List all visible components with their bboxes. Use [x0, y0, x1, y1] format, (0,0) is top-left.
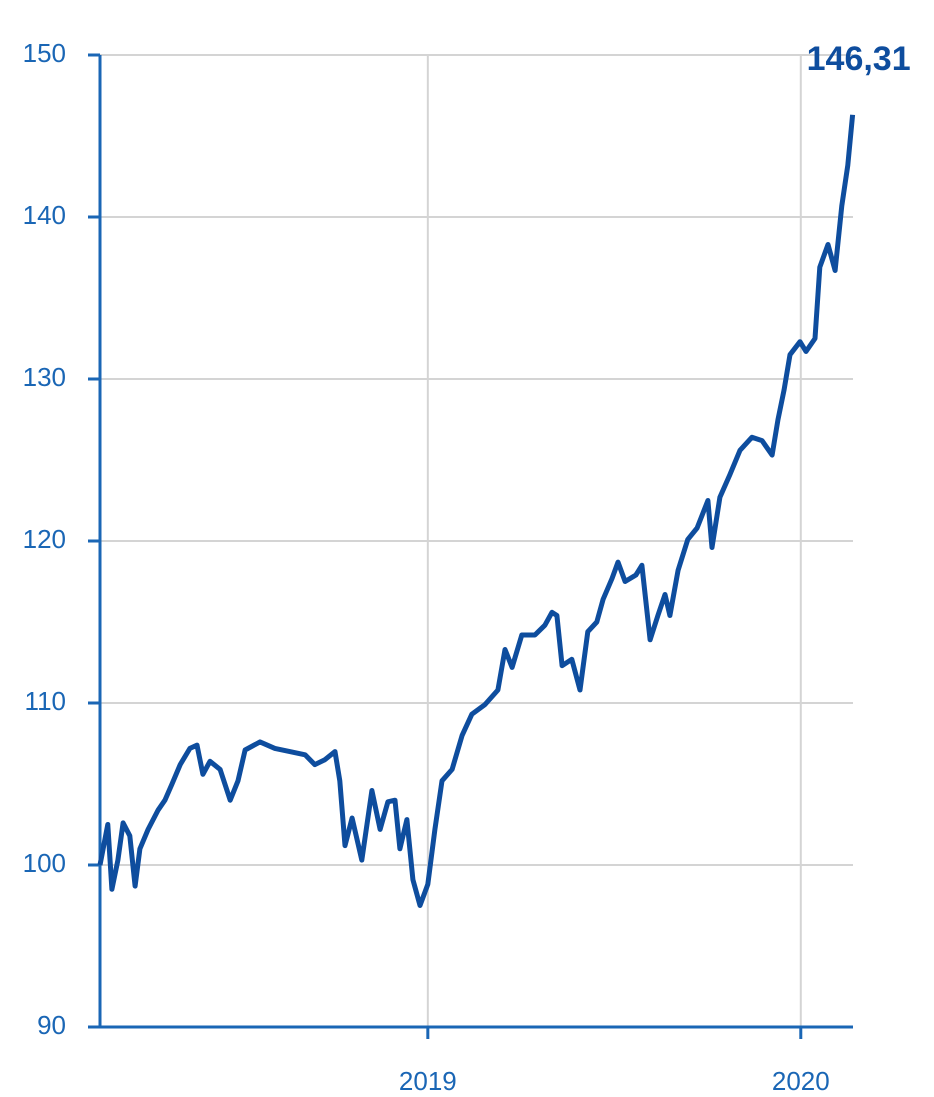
data-line [97, 114, 856, 908]
y-tick-label: 140 [23, 200, 66, 230]
x-tick-label: 2019 [399, 1066, 457, 1096]
y-tick-label: 100 [23, 848, 66, 878]
y-tick-label: 150 [23, 38, 66, 68]
y-tick-label: 110 [25, 686, 66, 716]
y-tick-label: 130 [23, 362, 66, 392]
value-label: 146,31 [807, 40, 911, 78]
y-tick-label: 90 [37, 1010, 66, 1040]
y-tick-label: 120 [23, 524, 66, 554]
x-tick-label: 2020 [772, 1066, 830, 1096]
